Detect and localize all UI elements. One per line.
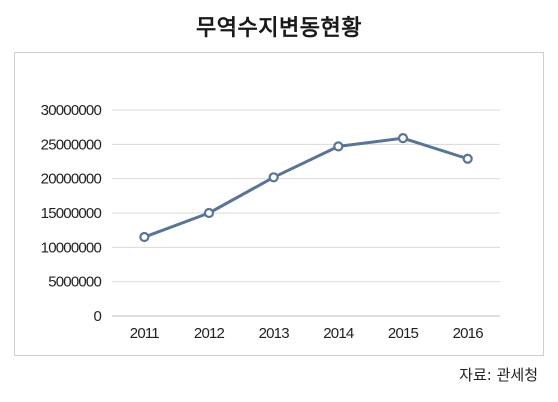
series-line — [143, 136, 469, 239]
y-tick-label: 5000000 — [48, 274, 101, 291]
source-note: 자료: 관세청 — [459, 366, 538, 384]
y-tick-label: 10000000 — [41, 239, 102, 256]
y-tick-label: 30000000 — [41, 102, 102, 119]
x-tick-label: 2015 — [388, 325, 419, 342]
data-point — [333, 141, 344, 152]
x-axis-tick-labels: 2011 2012 2013 2014 2015 2016 — [130, 325, 484, 342]
x-tick-label: 2013 — [259, 325, 290, 342]
x-tick-label: 2014 — [323, 325, 354, 342]
data-point — [139, 231, 150, 243]
y-tick-label: 25000000 — [41, 136, 102, 153]
gridlines — [112, 109, 500, 317]
x-tick-label: 2012 — [194, 325, 225, 342]
x-tick-label: 2011 — [130, 325, 160, 342]
data-point — [462, 153, 473, 164]
chart-title: 무역수지변동현황 — [196, 16, 362, 41]
x-tick-label: 2016 — [453, 325, 484, 342]
chart-frame — [14, 52, 544, 356]
series-group — [139, 133, 473, 243]
y-tick-label: 20000000 — [41, 171, 102, 188]
data-point — [268, 172, 279, 183]
data-point — [397, 133, 409, 144]
y-tick-label: 15000000 — [41, 205, 102, 222]
data-point — [203, 207, 215, 219]
y-axis-tick-labels: 0 5000000 10000000 15000000 20000000 25000000… — [41, 102, 103, 325]
y-tick-label: 0 — [93, 308, 101, 325]
